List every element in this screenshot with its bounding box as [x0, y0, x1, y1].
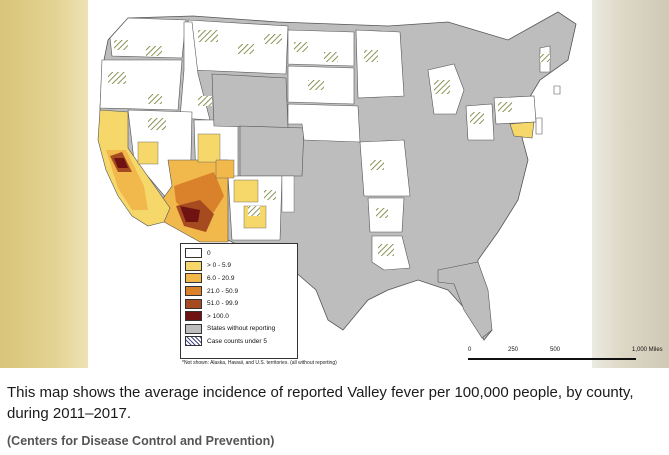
legend-label: 6.0 - 20.9 [207, 274, 235, 282]
hatched-county [364, 50, 378, 62]
state-florida [437, 261, 493, 339]
image-caption: This map shows the average incidence of … [7, 384, 634, 422]
hatched-county [434, 80, 450, 94]
legend-label: States without reporting [207, 325, 276, 333]
legend-swatch [185, 323, 202, 334]
legend-item: Case counts under 5 [185, 335, 293, 348]
legend-label: > 0 - 5.9 [207, 262, 232, 270]
hatched-county [370, 160, 384, 170]
legend-label: 21.0 - 50.9 [207, 287, 239, 295]
hatched-county [470, 112, 484, 124]
image-credit: (Centers for Disease Control and Prevent… [7, 434, 275, 448]
legend-label: 0 [207, 249, 211, 257]
hatched-county [198, 30, 218, 42]
legend-item: 51.0 - 99.9 [185, 297, 293, 310]
legend-swatch [185, 260, 202, 271]
legend-item: 6.0 - 20.9 [185, 272, 293, 285]
hatched-county [146, 46, 162, 56]
legend-swatch [185, 311, 202, 322]
hatched-county [378, 244, 394, 256]
legend-swatch [185, 273, 202, 284]
state-delaware [535, 117, 543, 135]
hatched-county [264, 190, 276, 200]
hatched-county [114, 40, 128, 50]
utah-county-orange [215, 159, 235, 179]
hatched-county [294, 42, 308, 52]
state-wyoming [211, 73, 289, 129]
hatched-county [108, 72, 126, 84]
scale-tick: 1,000 Miles [632, 347, 663, 353]
legend-swatch-hatched [185, 336, 202, 347]
hatched-county [198, 96, 212, 106]
scale-tick: 500 [550, 347, 561, 353]
arizona-max-region [180, 206, 200, 222]
state-colorado [239, 125, 305, 177]
scale-line [468, 358, 636, 360]
hatched-county [248, 206, 260, 216]
new-mexico-county-yellow [233, 179, 259, 203]
blurred-background-left [0, 0, 90, 368]
legend-item: 21.0 - 50.9 [185, 285, 293, 298]
nevada-county-yellow [137, 141, 159, 165]
legend-swatch [185, 286, 202, 297]
legend-item: 0 [185, 247, 293, 260]
map-legend: 0 > 0 - 5.9 6.0 - 20.9 21.0 - 50.9 51.0 … [180, 243, 298, 359]
state-nebraska [287, 103, 361, 143]
hatched-county [324, 52, 338, 62]
hatched-county [148, 94, 162, 104]
hatched-county [308, 80, 324, 90]
map-figure: 0 > 0 - 5.9 6.0 - 20.9 21.0 - 50.9 51.0 … [0, 0, 669, 368]
hatched-county [264, 34, 282, 44]
hatched-county [540, 54, 550, 62]
legend-item: > 100.0 [185, 310, 293, 323]
map-panel: 0 > 0 - 5.9 6.0 - 20.9 21.0 - 50.9 51.0 … [88, 0, 663, 368]
scale-bar: 0 250 500 1,000 Miles [464, 346, 669, 364]
legend-item: > 0 - 5.9 [185, 260, 293, 273]
legend-label: > 100.0 [207, 312, 229, 320]
legend-label: 51.0 - 99.9 [207, 300, 239, 308]
state-maryland [509, 121, 535, 139]
us-county-map [97, 11, 577, 341]
hatched-county [498, 102, 512, 112]
state-missouri [359, 139, 411, 197]
scale-tick: 250 [508, 347, 519, 353]
texas-panhandle [281, 175, 295, 213]
state-oregon [99, 59, 183, 111]
legend-swatch [185, 298, 202, 309]
hatched-county [148, 118, 166, 130]
hatched-county [376, 208, 388, 218]
blurred-background-right [591, 0, 669, 368]
utah-county-yellow [197, 133, 221, 163]
map-footnote: *Not shown: Alaska, Hawaii, and U.S. ter… [182, 360, 337, 366]
scale-tick: 0 [468, 347, 472, 353]
state-rhode-island [553, 85, 561, 95]
legend-item: States without reporting [185, 323, 293, 336]
legend-label: Case counts under 5 [207, 337, 267, 345]
california-kern-region [114, 158, 128, 168]
hatched-county [238, 44, 254, 54]
legend-swatch [185, 248, 202, 259]
state-minnesota [355, 29, 405, 99]
